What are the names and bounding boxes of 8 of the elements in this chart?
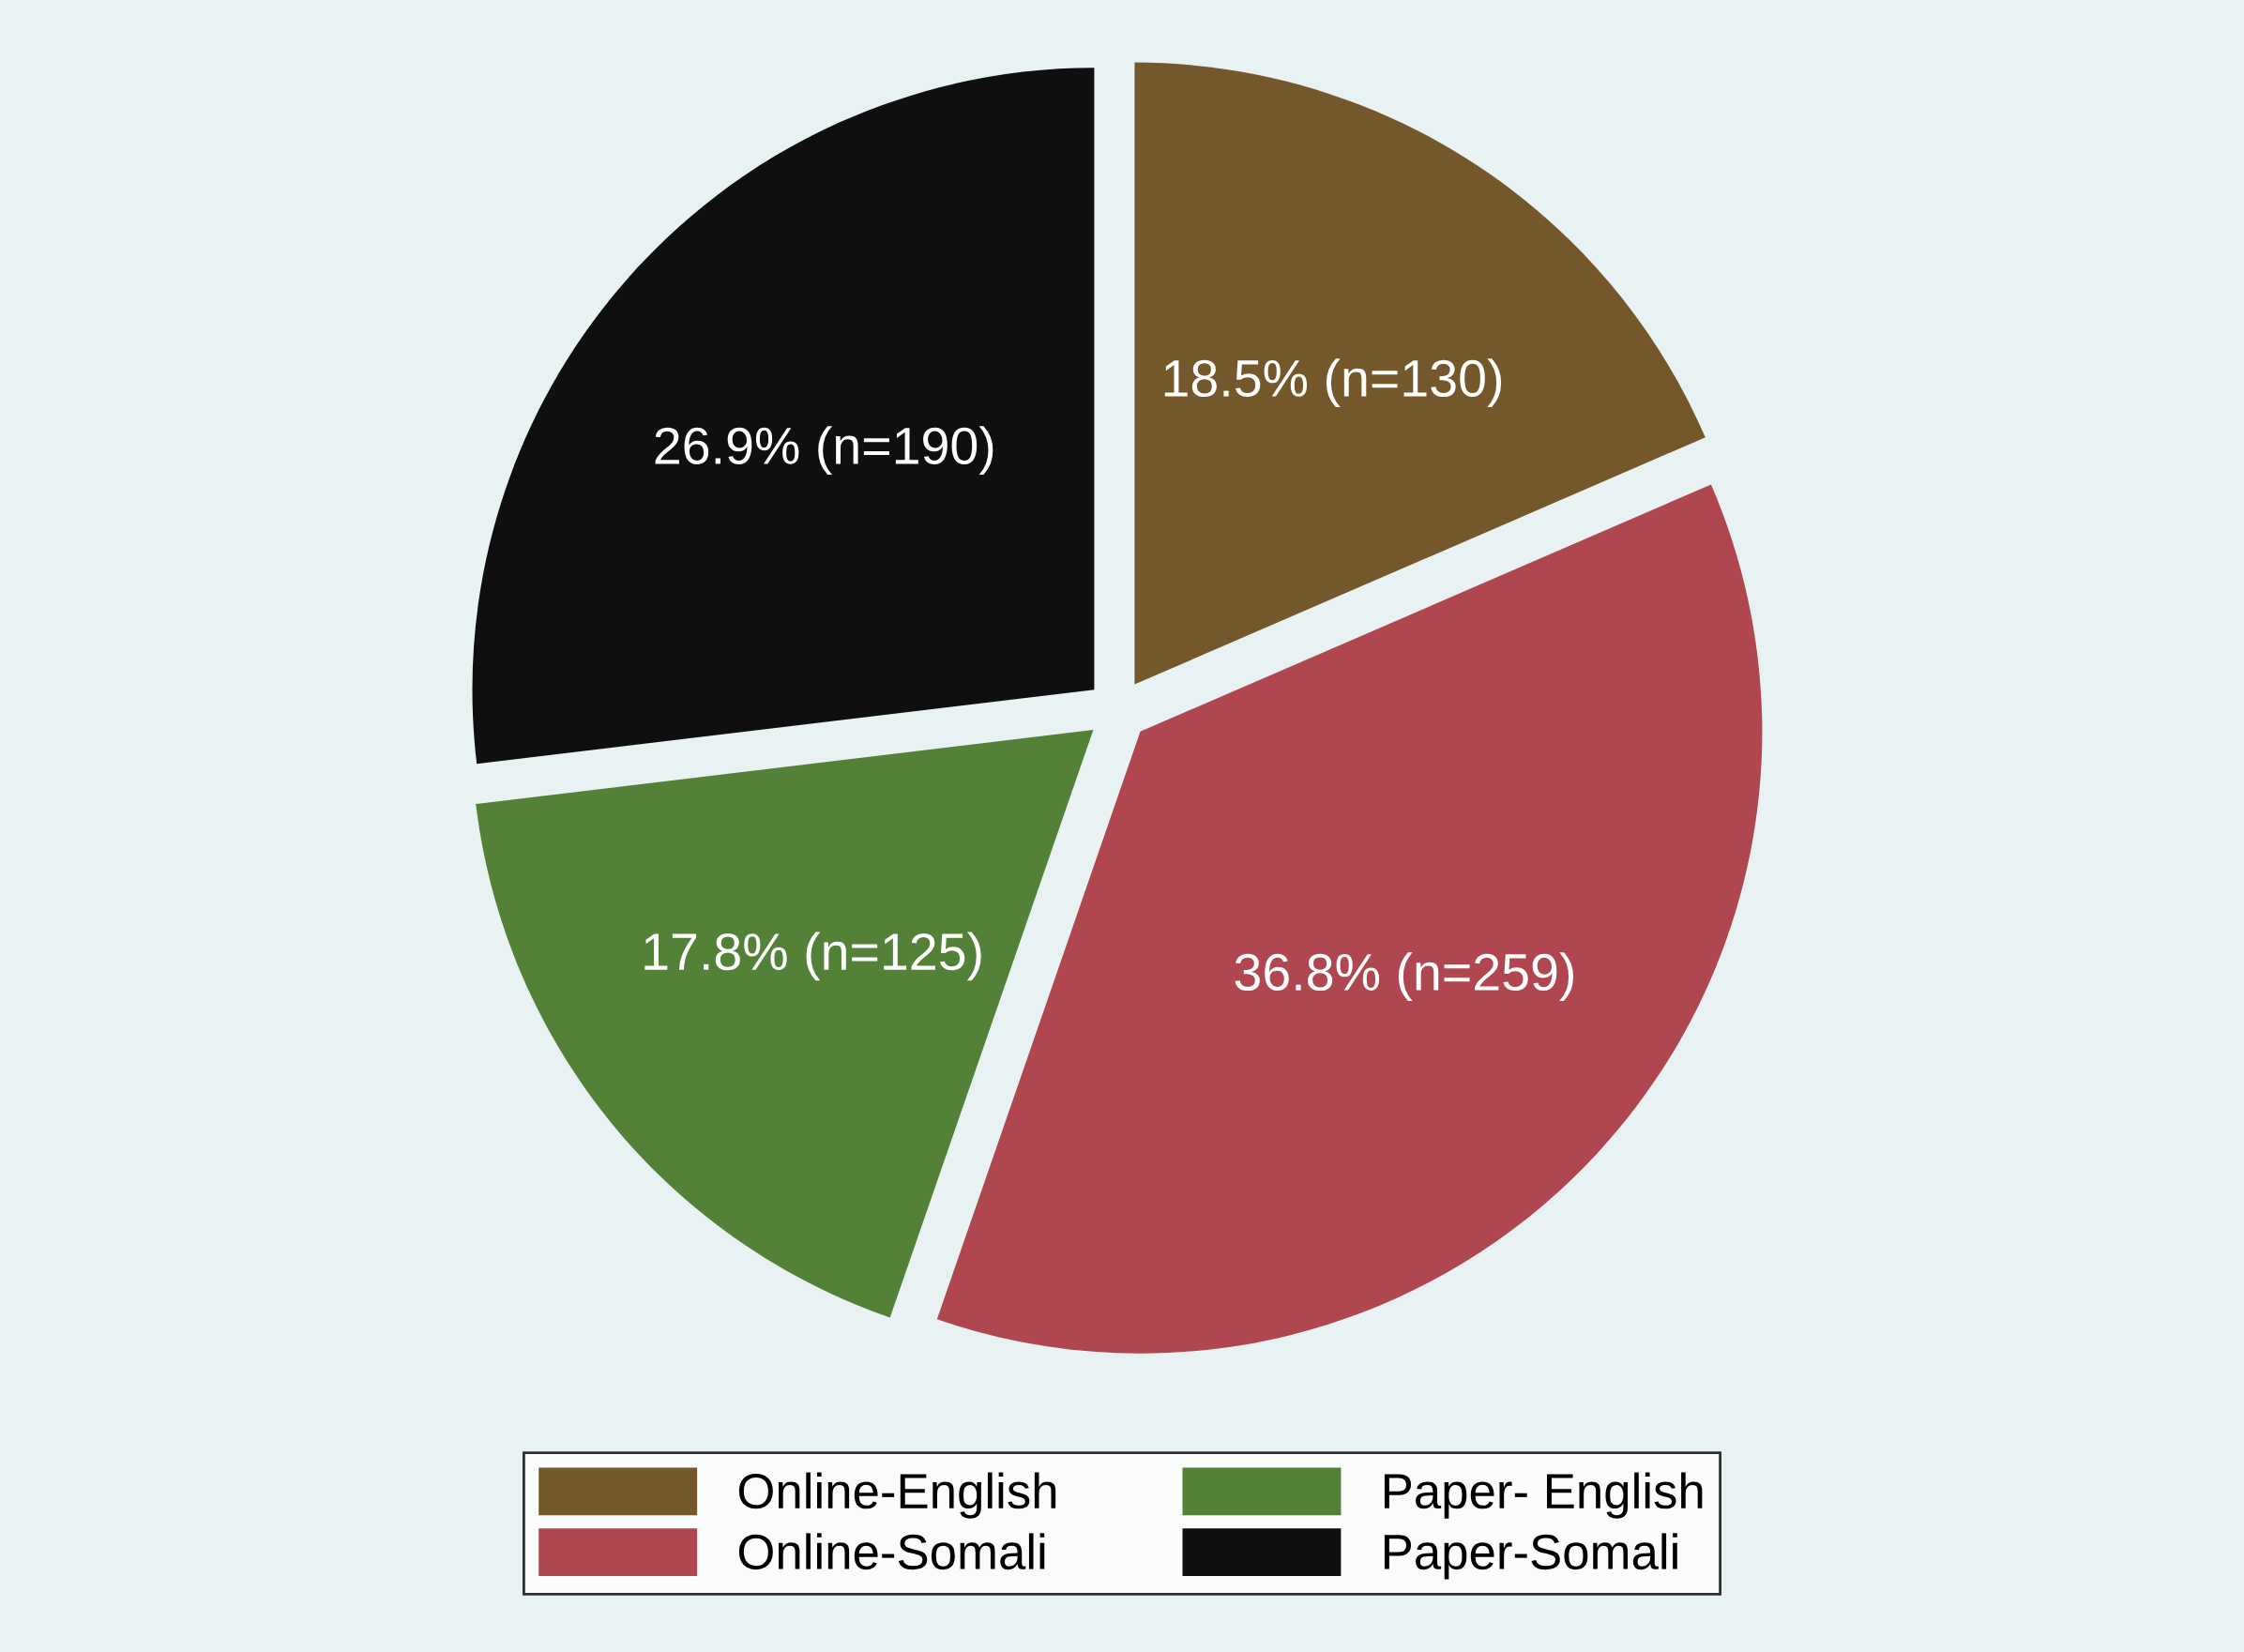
data-label: 36.8% (n=259) (1235, 952, 1574, 1002)
legend-label: Online-English (738, 1472, 1056, 1519)
legend-label: Online-Somali (738, 1533, 1045, 1570)
data-label: 17.8% (n=125) (644, 932, 981, 981)
legend-label: Paper-Somali (1384, 1533, 1677, 1580)
data-label: 18.5% (n=130) (1164, 358, 1502, 408)
data-label: 26.9% (n=190) (655, 426, 993, 475)
legend-label: Paper- English (1384, 1472, 1703, 1519)
